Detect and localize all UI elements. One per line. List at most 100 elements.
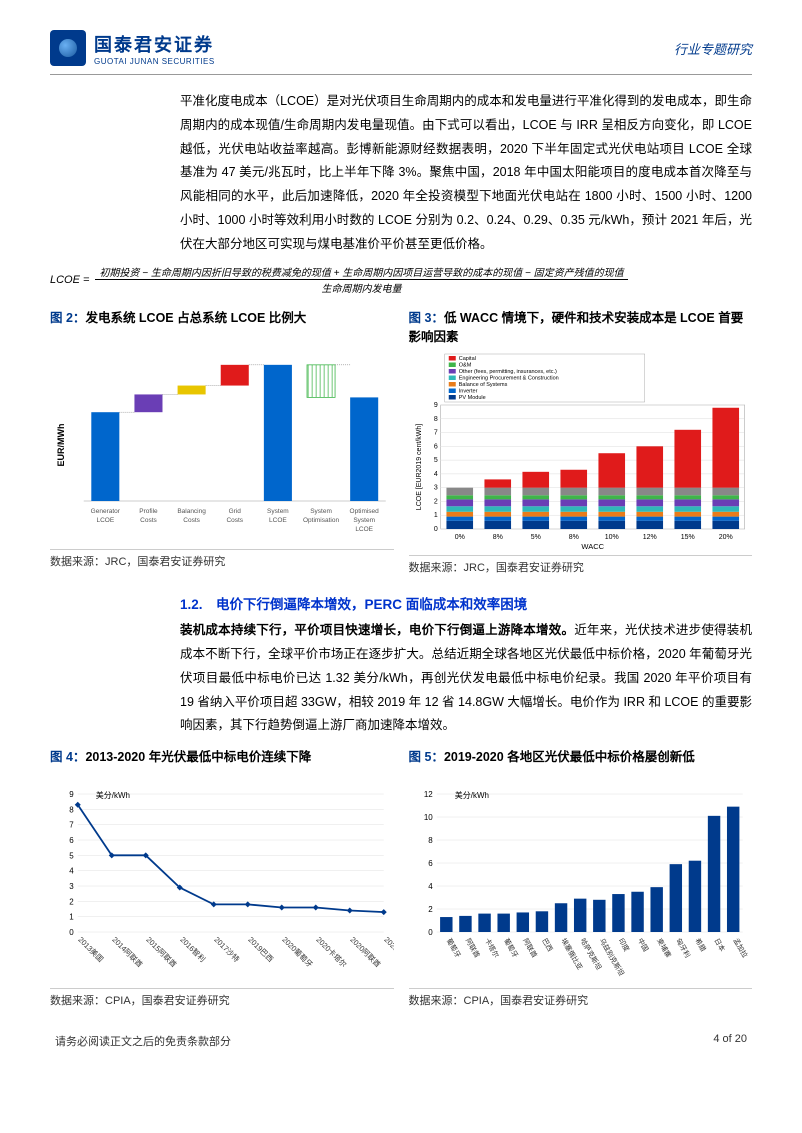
svg-text:8%: 8%	[492, 534, 502, 541]
svg-text:Costs: Costs	[140, 517, 157, 524]
svg-text:阿联酋: 阿联酋	[463, 937, 481, 960]
svg-text:美分/kWh: 美分/kWh	[454, 790, 488, 800]
svg-text:9: 9	[433, 402, 437, 409]
svg-text:0: 0	[428, 928, 433, 937]
svg-text:WACC: WACC	[581, 542, 604, 551]
svg-text:8: 8	[428, 836, 433, 845]
svg-text:2020阿联酋: 2020阿联酋	[348, 934, 383, 969]
svg-text:柬埔寨: 柬埔寨	[654, 937, 672, 960]
svg-text:System: System	[353, 517, 375, 524]
svg-text:LCOE: LCOE	[355, 526, 373, 533]
svg-text:9: 9	[69, 790, 74, 799]
svg-text:Costs: Costs	[226, 517, 243, 524]
svg-text:中国: 中国	[635, 937, 650, 954]
svg-text:2020葡萄牙: 2020葡萄牙	[280, 934, 315, 969]
svg-text:匈牙利: 匈牙利	[674, 937, 692, 960]
svg-text:7: 7	[433, 430, 437, 437]
fig3-title: 图 3：低 WACC 情境下，硬件和技术安装成本是 LCOE 首要影响因素	[409, 307, 753, 345]
svg-text:印度: 印度	[616, 937, 631, 954]
svg-text:2020葡萄牙: 2020葡萄牙	[382, 934, 393, 969]
svg-text:2014阿联酋: 2014阿联酋	[110, 934, 145, 969]
svg-text:5%: 5%	[530, 534, 540, 541]
svg-text:1: 1	[433, 512, 437, 519]
logo-area: 国泰君安证券 GUOTAI JUNAN SECURITIES	[50, 30, 215, 66]
page-header: 国泰君安证券 GUOTAI JUNAN SECURITIES 行业专题研究	[50, 30, 752, 75]
svg-text:15%: 15%	[680, 534, 694, 541]
svg-text:EUR/MWh: EUR/MWh	[56, 424, 66, 467]
fig5-title: 图 5：2019-2020 各地区光伏最低中标价格屡创新低	[409, 746, 753, 778]
svg-text:8: 8	[433, 416, 437, 423]
svg-text:2016智利: 2016智利	[178, 934, 207, 963]
document-type: 行业专题研究	[674, 39, 752, 58]
svg-text:2019巴西: 2019巴西	[246, 935, 275, 964]
company-logo-icon	[50, 30, 86, 66]
svg-text:6: 6	[69, 836, 74, 845]
svg-text:3: 3	[69, 882, 74, 891]
svg-text:4: 4	[69, 867, 74, 876]
svg-text:2015阿联酋: 2015阿联酋	[144, 934, 179, 969]
svg-text:2017沙特: 2017沙特	[212, 934, 242, 964]
fig3-source: 数据来源：JRC，国泰君安证券研究	[409, 555, 753, 575]
svg-text:5: 5	[433, 457, 437, 464]
formula-denominator: 生命周期内发电量	[318, 280, 406, 295]
page-number: 4 of 20	[713, 1033, 747, 1049]
svg-text:希腊: 希腊	[693, 937, 708, 954]
svg-text:20%: 20%	[718, 534, 732, 541]
svg-text:巴西: 巴西	[540, 937, 554, 953]
svg-text:6: 6	[428, 859, 433, 868]
svg-text:5: 5	[69, 851, 74, 860]
fig4-chart: 0123456789美分/kWh2013美国2014阿联酋2015阿联酋2016…	[50, 784, 394, 984]
fig5-source: 数据来源：CPIA，国泰君安证券研究	[409, 988, 753, 1008]
svg-text:Optimisation: Optimisation	[303, 517, 340, 524]
svg-text:6: 6	[433, 444, 437, 451]
svg-text:孟加拉: 孟加拉	[731, 937, 749, 960]
paragraph-2: 装机成本持续下行，平价项目快速增长，电价下行倒逼上游降本增效。近年来，光伏技术进…	[180, 619, 752, 738]
svg-text:0: 0	[433, 526, 437, 533]
logo-chinese: 国泰君安证券	[94, 31, 215, 57]
formula-lhs: LCOE =	[50, 274, 89, 286]
svg-text:1: 1	[69, 913, 74, 922]
svg-text:LCOE: LCOE	[269, 517, 287, 524]
fig2-chart: EUR/MWh Generator LCOE Profile Costs Balancin…	[50, 345, 394, 545]
formula-numerator: 初期投资 − 生命周期内因折旧导致的税费减免的现值 + 生命周期内因项目运营导致…	[95, 264, 627, 280]
svg-text:7: 7	[69, 821, 74, 830]
svg-text:0%: 0%	[454, 534, 464, 541]
fig3-chart: 0 1 2 3 4 5 6 7 8 9 LCOE [EUR2019 cent/kWh] 0% 8% 5% 8…	[409, 351, 753, 551]
svg-text:System: System	[310, 508, 332, 515]
svg-text:Engineering Procurement & Cons: Engineering Procurement & Construction	[458, 376, 558, 382]
svg-text:葡萄牙: 葡萄牙	[501, 937, 519, 960]
svg-text:LCOE [EUR2019 cent/kWh]: LCOE [EUR2019 cent/kWh]	[415, 424, 422, 510]
svg-text:4: 4	[433, 471, 437, 478]
svg-text:LCOE: LCOE	[96, 517, 114, 524]
footer-disclaimer: 请务必阅读正文之后的免责条款部分	[55, 1033, 231, 1049]
logo-english: GUOTAI JUNAN SECURITIES	[94, 57, 215, 66]
svg-text:Costs: Costs	[183, 517, 200, 524]
paragraph-1: 平准化度电成本（LCOE）是对光伏项目生命周期内的成本和发电量进行平准化得到的发…	[180, 90, 752, 256]
svg-text:Profile: Profile	[139, 508, 158, 515]
svg-text:8%: 8%	[568, 534, 578, 541]
svg-text:2: 2	[433, 499, 437, 506]
svg-text:10: 10	[423, 813, 432, 822]
svg-text:PV Module: PV Module	[458, 395, 485, 401]
fig4-title: 图 4：2013-2020 年光伏最低中标电价连续下降	[50, 746, 394, 778]
svg-text:10%: 10%	[604, 534, 618, 541]
svg-text:8: 8	[69, 805, 74, 814]
fig2-title: 图 2：发电系统 LCOE 占总系统 LCOE 比例大	[50, 307, 394, 339]
svg-text:0: 0	[69, 928, 74, 937]
svg-text:阿联酋: 阿联酋	[521, 937, 539, 960]
svg-text:Grid: Grid	[229, 508, 242, 515]
page-footer: 请务必阅读正文之后的免责条款部分 4 of 20	[50, 1033, 752, 1049]
svg-text:2: 2	[428, 905, 433, 914]
svg-text:Balancing: Balancing	[177, 508, 206, 515]
svg-text:Balance of Systems: Balance of Systems	[458, 382, 507, 388]
svg-text:Other (fees, permitting, insur: Other (fees, permitting, insurances, etc…	[458, 369, 556, 375]
svg-text:Inverter: Inverter	[458, 389, 477, 395]
fig4-source: 数据来源：CPIA，国泰君安证券研究	[50, 988, 394, 1008]
svg-text:日本: 日本	[712, 937, 727, 954]
svg-text:美分/kWh: 美分/kWh	[96, 790, 130, 800]
svg-text:3: 3	[433, 485, 437, 492]
svg-text:2013美国: 2013美国	[76, 934, 105, 963]
svg-text:2020卡塔尔: 2020卡塔尔	[314, 934, 349, 969]
svg-text:Generator: Generator	[91, 508, 121, 515]
fig2-source: 数据来源：JRC，国泰君安证券研究	[50, 549, 394, 569]
